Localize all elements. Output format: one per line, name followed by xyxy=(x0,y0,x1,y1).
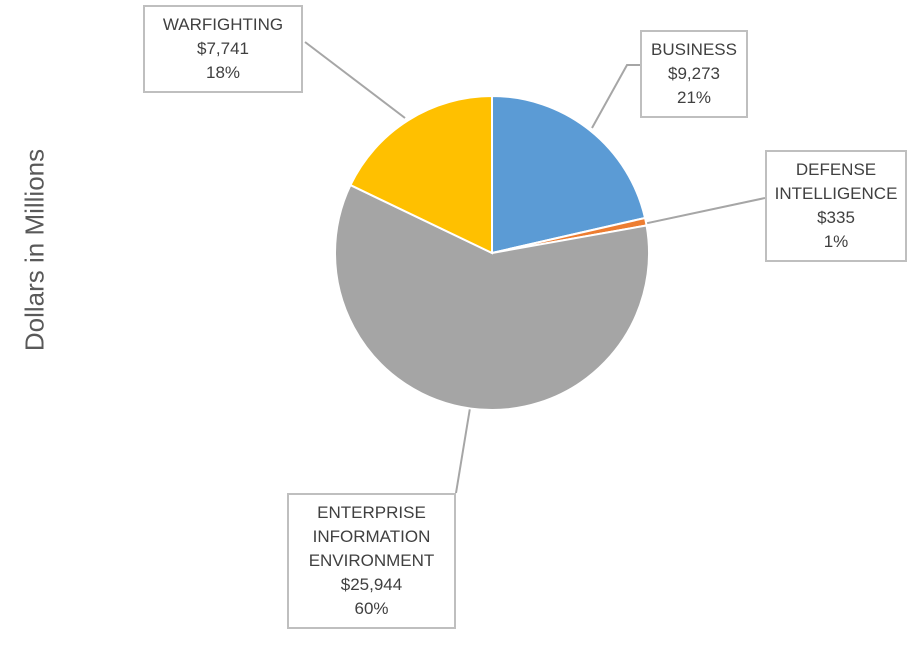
data-label-box: WARFIGHTING $7,741 18% xyxy=(143,5,303,93)
pie-slice xyxy=(334,183,650,411)
leader-line xyxy=(455,407,471,494)
percentage-label: 21% xyxy=(676,88,712,107)
pie-slice xyxy=(349,94,493,255)
data-label-box: ENTERPRISE INFORMATION ENVIRONMENT $25,94… xyxy=(287,493,456,629)
leader-line xyxy=(591,64,640,129)
percentage-label: 60% xyxy=(354,599,389,618)
value-label: $9,273 xyxy=(668,64,720,83)
data-label-box: DEFENSE INTELLIGENCE $335 1% xyxy=(765,150,907,262)
pie-slice xyxy=(491,94,647,255)
percentage-label: 1% xyxy=(823,232,849,251)
category-label: DEFENSE INTELLIGENCE xyxy=(774,160,898,203)
category-label: BUSINESS xyxy=(651,40,737,59)
value-label: $335 xyxy=(817,208,855,227)
data-label-box: BUSINESS $9,273 21% xyxy=(640,30,748,118)
value-label: $7,741 xyxy=(197,39,249,58)
category-label: ENTERPRISE INFORMATION ENVIRONMENT xyxy=(308,503,435,570)
y-axis-label: Dollars in Millions xyxy=(19,148,50,352)
leader-line xyxy=(304,41,406,119)
percentage-label: 18% xyxy=(205,63,241,82)
value-label: $25,944 xyxy=(340,575,403,594)
category-label: WARFIGHTING xyxy=(162,15,284,34)
